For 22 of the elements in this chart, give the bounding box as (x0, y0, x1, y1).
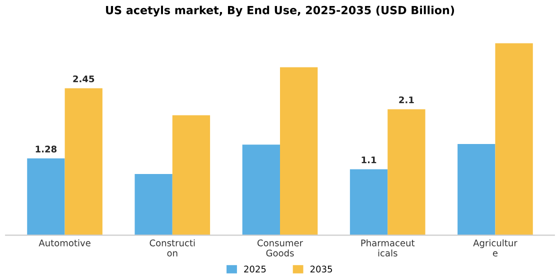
legend-label: 2035 (310, 266, 332, 272)
data-label: 2.1 (399, 96, 414, 104)
data-label: 1.28 (36, 146, 57, 152)
bar (64, 88, 102, 236)
bar (350, 169, 388, 236)
bar (388, 109, 426, 236)
data-label: 2.45 (73, 75, 94, 82)
bar (242, 144, 280, 236)
x-tick-label: Consumer Goods (257, 240, 304, 256)
x-tick-label: Automotive (38, 239, 90, 246)
chart-title: US acetyls market, By End Use, 2025-2035 (USD Billion) (106, 6, 454, 17)
data-label: 1.1 (362, 156, 376, 164)
bar (495, 43, 533, 236)
bar (27, 158, 65, 236)
x-tick-label: Constructi on (150, 239, 195, 256)
legend-label: 2025 (244, 266, 266, 272)
x-tick-label: Pharmaceut icals (361, 239, 415, 256)
bar (280, 67, 318, 236)
x-tick-label: Agricultur e (473, 239, 518, 256)
bar (172, 115, 210, 236)
bar (134, 174, 172, 236)
bar (458, 144, 496, 236)
